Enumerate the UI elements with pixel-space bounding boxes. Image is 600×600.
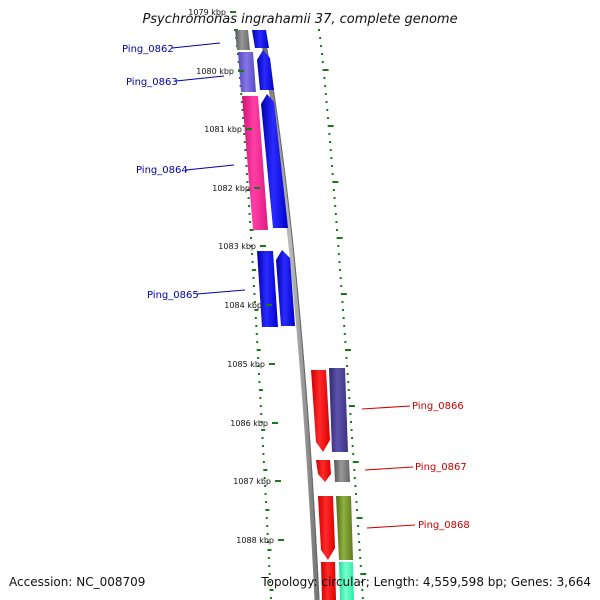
kbp-label: 1088 kbp xyxy=(236,536,274,545)
gene-label-ping-0865[interactable]: Ping_0865 xyxy=(147,290,199,301)
leader-line xyxy=(185,164,235,171)
cog-block-0869[interactable] xyxy=(339,562,354,600)
gc-track-right xyxy=(318,29,367,599)
gene-label-right-group: Ping_0866 Ping_0867 Ping_0868 xyxy=(361,401,470,531)
gene-label-ping-0867[interactable]: Ping_0867 xyxy=(415,462,467,473)
leader-line xyxy=(175,75,225,82)
gene-label-ping-0863[interactable]: Ping_0863 xyxy=(126,77,178,88)
cog-block-0868[interactable] xyxy=(336,496,353,560)
kbp-scale: 1079 kbp 1080 kbp 1081 kbp 1082 kbp 1083 kbp… xyxy=(188,8,284,545)
leader-line xyxy=(364,466,414,471)
cog-block-0863[interactable] xyxy=(238,52,256,92)
gene-arrow-0866[interactable] xyxy=(311,370,330,452)
gene-label-ping-0864[interactable]: Ping_0864 xyxy=(136,165,188,176)
cog-block-0866[interactable] xyxy=(329,368,348,452)
genome-summary: Topology: circular; Length: 4,559,598 bp… xyxy=(260,575,591,589)
cog-block-0867[interactable] xyxy=(334,460,350,482)
gene-label-left-group: Ping_0862 Ping_0863 Ping_0864 Ping_0865 xyxy=(122,42,246,301)
cog-block-0862[interactable] xyxy=(235,30,250,50)
map-title: Psychromonas ingrahamii 37, complete gen… xyxy=(142,12,457,27)
gene-arrow-0865[interactable] xyxy=(276,250,295,326)
leader-line xyxy=(171,42,221,49)
kbp-label: 1083 kbp xyxy=(218,242,256,251)
gene-label-ping-0862[interactable]: Ping_0862 xyxy=(122,44,174,55)
kbp-label: 1084 kbp xyxy=(224,301,262,310)
kbp-label: 1085 kbp xyxy=(227,360,265,369)
accession-label: Accession: NC_008709 xyxy=(9,575,145,589)
leader-line xyxy=(361,405,411,410)
gene-label-ping-0866[interactable]: Ping_0866 xyxy=(412,401,464,412)
kbp-label: 1082 kbp xyxy=(212,184,250,193)
gene-arrow-0863[interactable] xyxy=(257,50,274,90)
gene-arrow-0864[interactable] xyxy=(261,94,288,228)
leader-line xyxy=(196,289,246,295)
gene-arrow-0868[interactable] xyxy=(318,496,335,560)
gene-label-ping-0868[interactable]: Ping_0868 xyxy=(418,520,470,531)
gene-arrow-0869[interactable] xyxy=(321,562,336,600)
leader-line xyxy=(366,524,416,529)
kbp-label: 1080 kbp xyxy=(196,67,234,76)
kbp-label: 1081 kbp xyxy=(204,125,242,134)
kbp-label: 1079 kbp xyxy=(188,8,226,17)
gene-arrow-0862[interactable] xyxy=(252,30,269,48)
kbp-label: 1087 kbp xyxy=(233,477,271,486)
cog-block-0865[interactable] xyxy=(257,251,278,327)
kbp-label: 1086 kbp xyxy=(230,419,268,428)
genome-backbone xyxy=(259,31,320,600)
gene-arrow-0867[interactable] xyxy=(316,460,331,482)
